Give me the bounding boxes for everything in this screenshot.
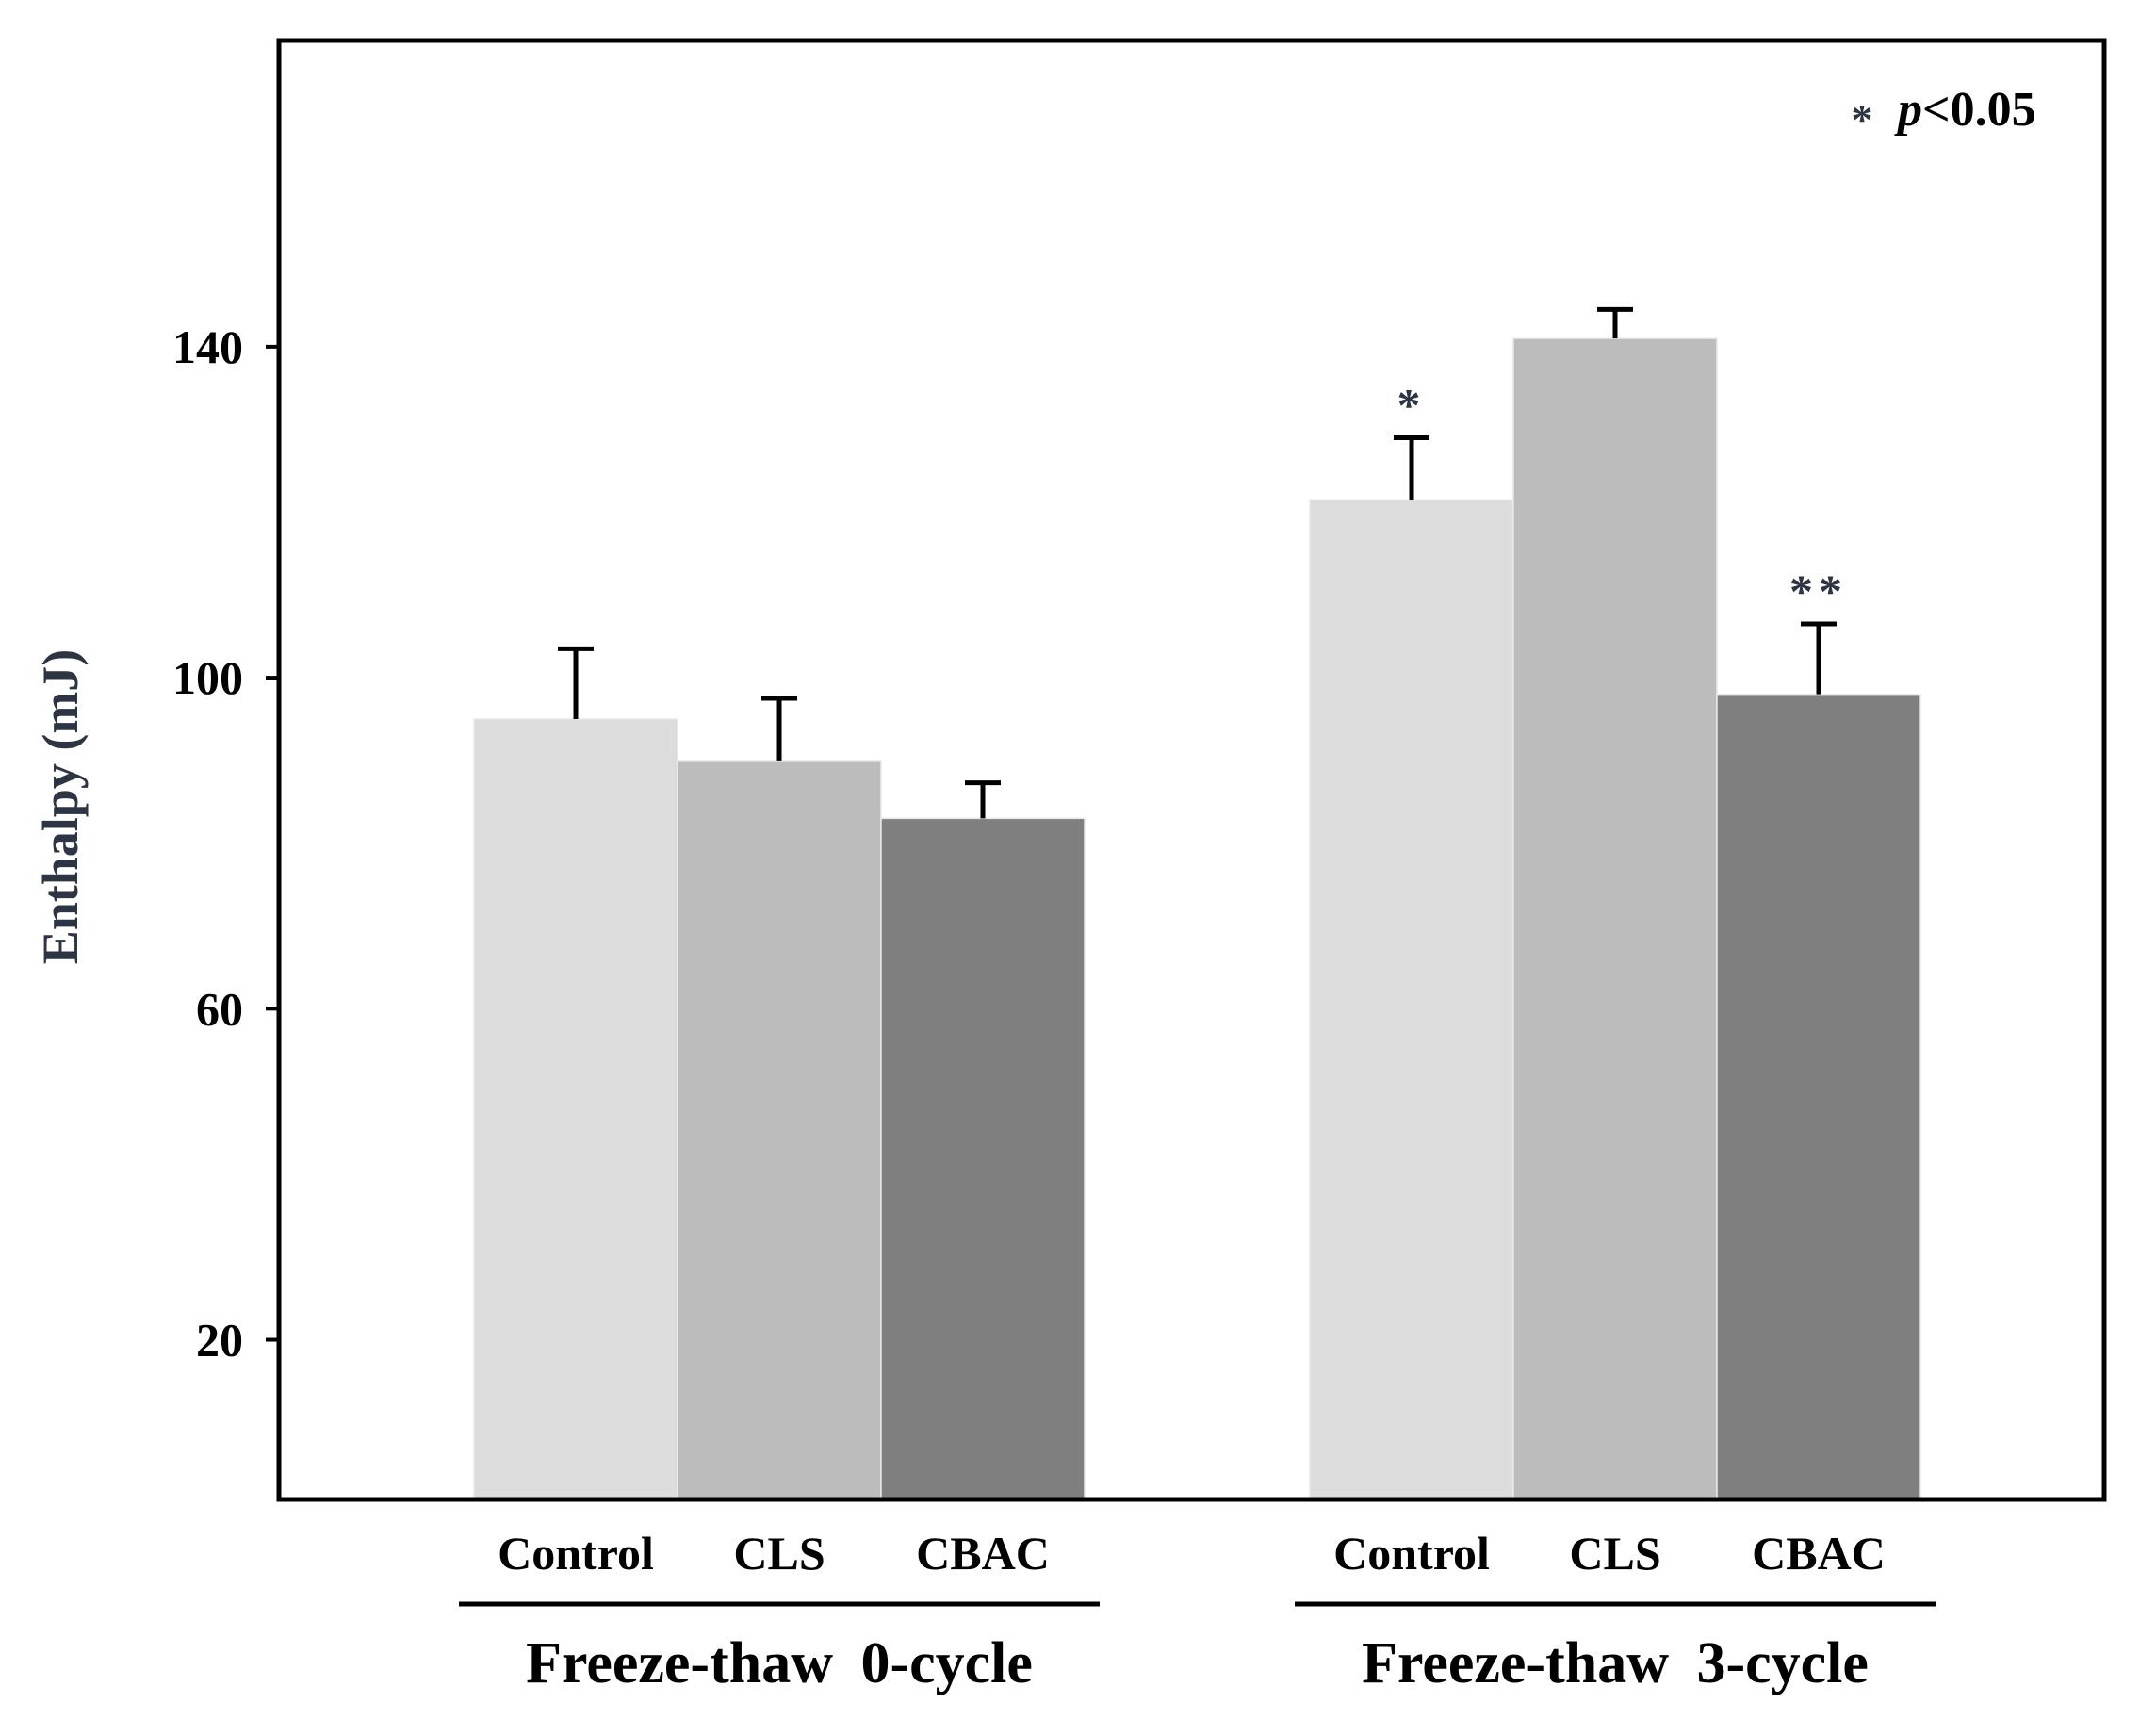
significance-marker: ** [1789,565,1848,617]
y-axis: 20 60 100 140 [172,320,279,1367]
y-axis-label: Enthalpy (mJ) [32,649,89,965]
x-group-label: Freeze-thaw 0-cycle [526,1631,1033,1695]
bar-cls-group1 [677,760,882,1500]
bar-cls-group2 [1512,337,1718,1500]
x-axis: Control CLS CBAC Freeze-thaw 0-cycle Control… [459,1527,1936,1695]
bar-cbac-group1 [880,817,1086,1500]
annotation-star: * [1852,95,1873,143]
bar-control-group1 [473,718,678,1500]
x-category-label: CLS [1569,1527,1660,1580]
y-tick-label: 140 [172,320,243,373]
annotation-p-value: p<0.05 [1894,83,2036,137]
x-category-label: Control [1333,1527,1490,1580]
x-category-label: CBAC [916,1527,1050,1580]
bar-cbac-group2 [1716,693,1921,1500]
bar-control-group2 [1309,499,1514,1500]
x-category-label: Control [498,1527,654,1580]
error-bars-layer [558,306,1837,819]
p-label: p [1894,83,1922,137]
significance-layer: *** [1397,378,1848,617]
y-tick-label: 60 [196,982,243,1035]
x-group-label: Freeze-thaw 3-cycle [1362,1631,1869,1695]
x-category-label: CLS [733,1527,825,1580]
y-tick-label: 100 [172,651,243,704]
plot-frame [276,38,2107,1502]
p-value-annotation: * p<0.05 [1852,83,2036,143]
y-tick-label: 20 [196,1314,243,1367]
p-threshold: <0.05 [1922,83,2036,137]
bars-layer [473,337,1921,1500]
significance-marker: * [1397,378,1427,431]
x-category-label: CBAC [1752,1527,1886,1580]
